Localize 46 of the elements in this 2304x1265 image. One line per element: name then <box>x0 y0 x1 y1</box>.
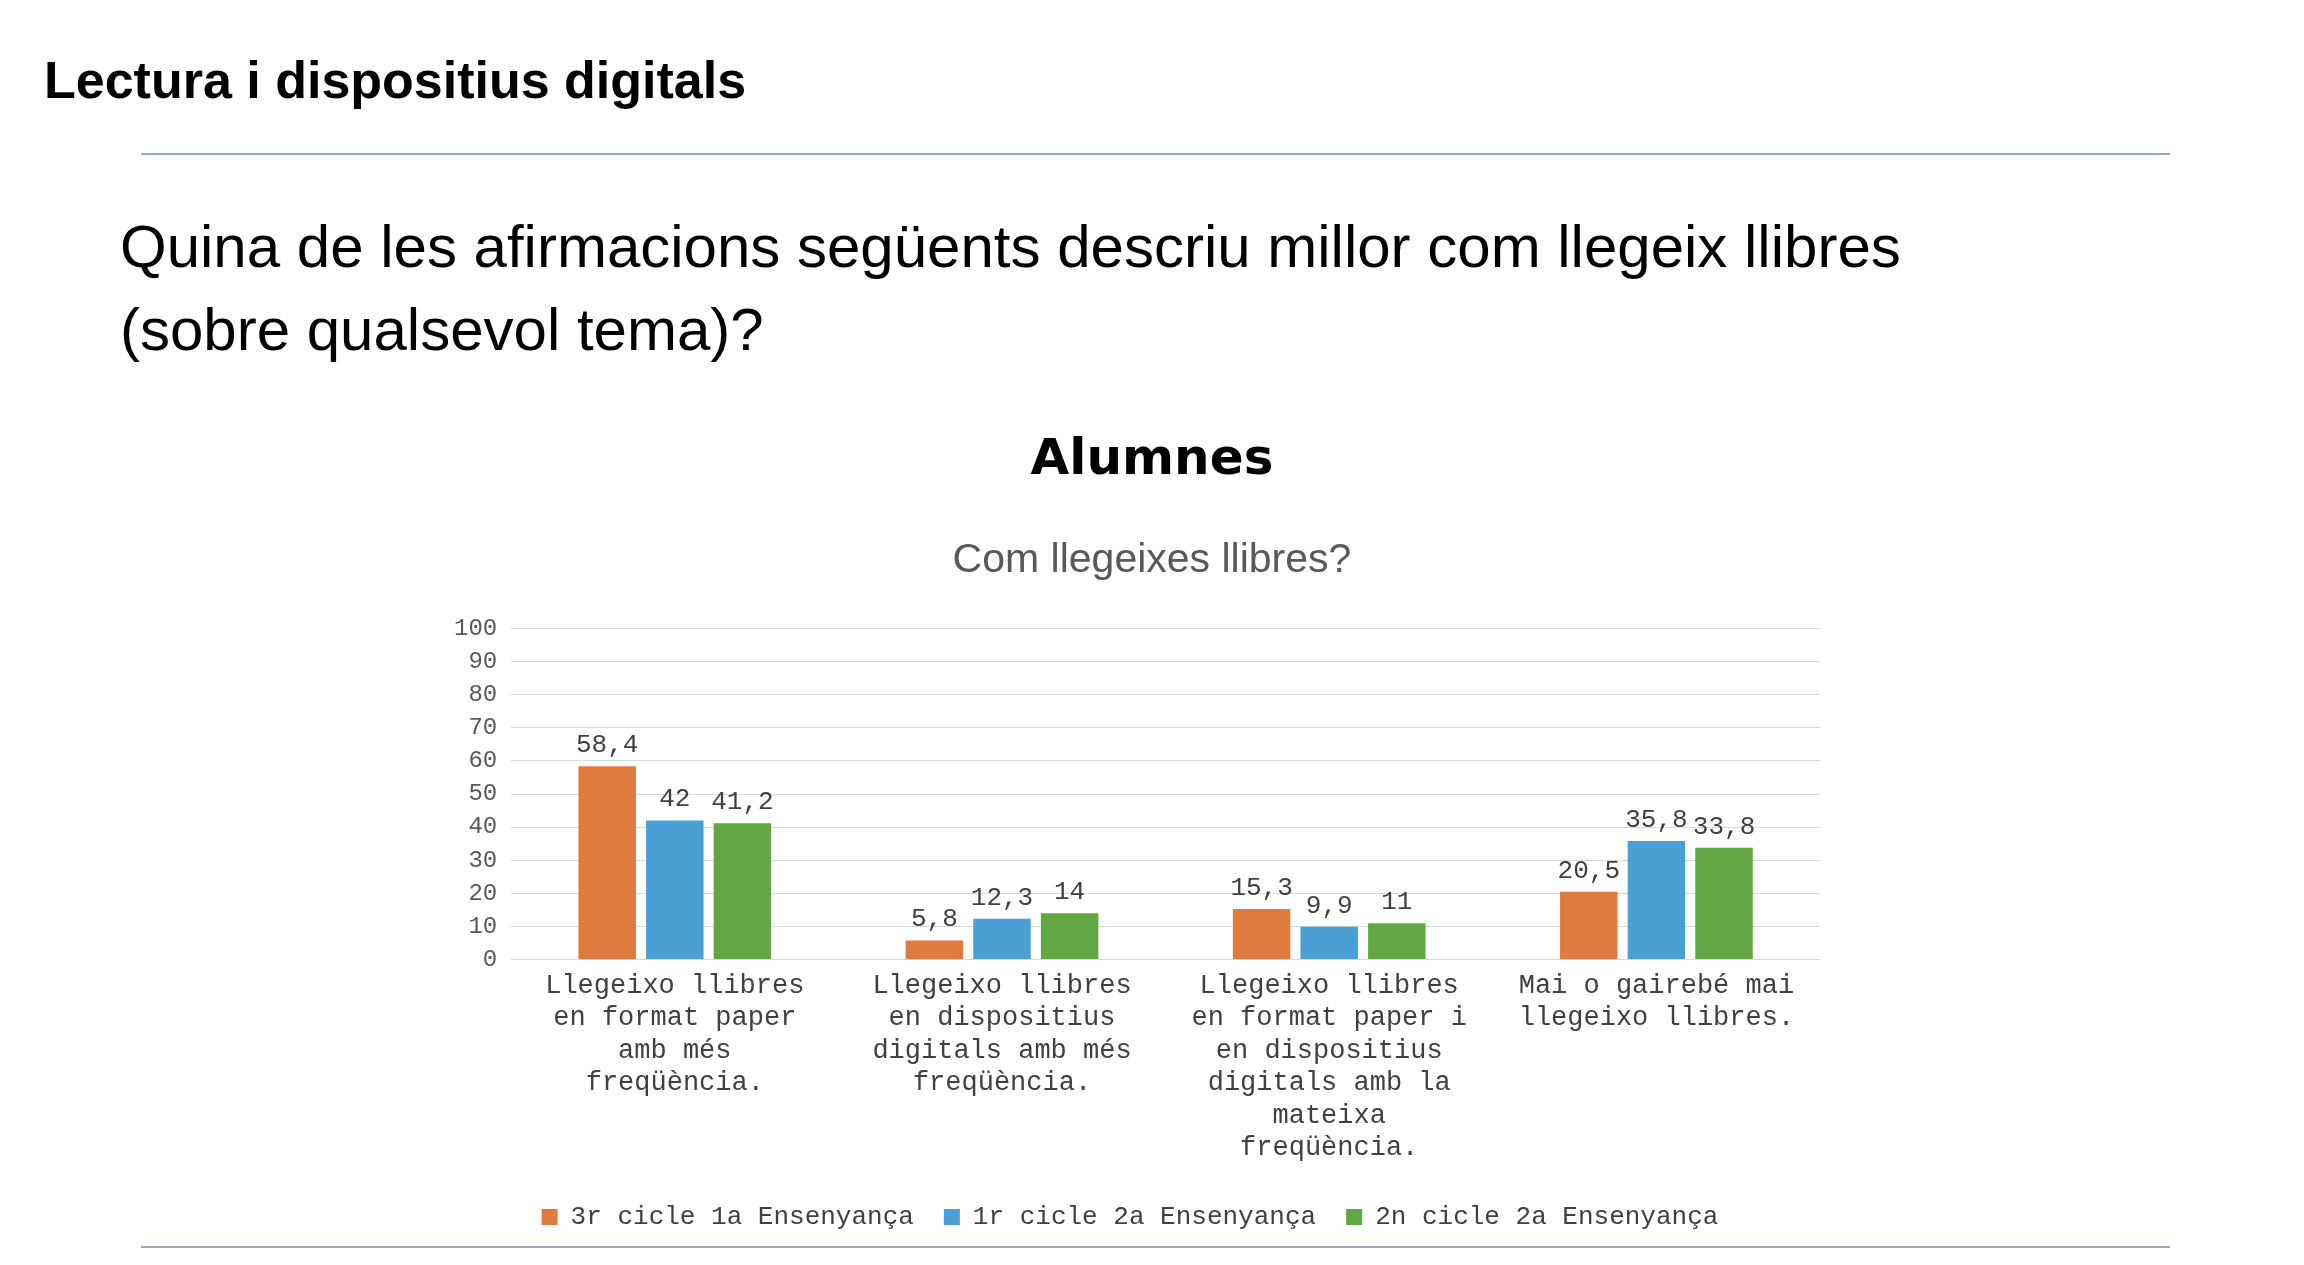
bar <box>1368 923 1426 960</box>
text: Com llegeixes llibres? <box>951 535 1353 582</box>
data-label: 42 <box>659 784 691 815</box>
bar <box>578 766 636 960</box>
bar <box>1560 891 1618 960</box>
y-tick-label: 60 <box>468 747 498 775</box>
y-tick-label: 100 <box>453 614 498 642</box>
data-label: 11 <box>1381 887 1413 918</box>
y-tick-label: 70 <box>468 714 498 742</box>
x-tick-label: Mai o gairebé mai llegeixo llibres. <box>1518 970 1795 1034</box>
x-tick-label: Llegeixo llibres en format paper amb més freqüència. <box>545 970 805 1099</box>
data-label: 35,8 <box>1625 804 1688 835</box>
y-tick-label: 80 <box>468 681 498 708</box>
data-label: 5,8 <box>910 904 958 935</box>
data-label: 33,8 <box>1692 811 1756 842</box>
legend-label: 1r cicle 2a Ensenyança <box>972 1201 1317 1232</box>
legend-label: 3r cicle 1a Ensenyança <box>570 1201 914 1232</box>
bar <box>1040 913 1099 960</box>
data-label: 14 <box>1054 877 1086 908</box>
data-label: 15,3 <box>1230 872 1293 903</box>
y-tick-label: 50 <box>468 780 498 808</box>
data-label: 41,2 <box>711 787 774 818</box>
y-tick-label: 20 <box>468 879 498 907</box>
y-tick-label: 10 <box>468 912 498 940</box>
x-tick-label: Llegeixo llibres en format paper i en dispositius digitals amb la mateixa freqüència. <box>1191 970 1467 1163</box>
bar <box>713 823 772 960</box>
chart-subtitle: Quina de les afirmacions següents descriu millor com llegeix llibres (sobre qualsevol tema)? <box>120 212 1902 365</box>
data-label: 12,3 <box>970 882 1034 913</box>
data-label: 20,5 <box>1557 855 1620 886</box>
text: Alumnes <box>1029 428 1275 486</box>
bar <box>1627 841 1686 960</box>
data-label: 58,4 <box>575 730 639 761</box>
y-tick-label: 90 <box>468 647 498 675</box>
bar <box>1300 926 1358 960</box>
chart-title: Lectura i dispositius digitals <box>44 50 747 110</box>
y-tick-label: 0 <box>482 945 498 973</box>
bar <box>905 940 964 960</box>
x-tick-label: Llegeixo llibres en dispositius digitals amb més freqüència. <box>872 970 1132 1099</box>
bar <box>1232 908 1291 960</box>
legend-label: 2n cicle 2a Ensenyança <box>1375 1201 1719 1232</box>
y-tick-label: 40 <box>468 813 498 841</box>
bar <box>973 918 1031 960</box>
data-label: 9,9 <box>1305 890 1353 921</box>
y-tick-label: 30 <box>468 846 498 874</box>
bar <box>646 820 704 960</box>
bar <box>1695 847 1753 960</box>
